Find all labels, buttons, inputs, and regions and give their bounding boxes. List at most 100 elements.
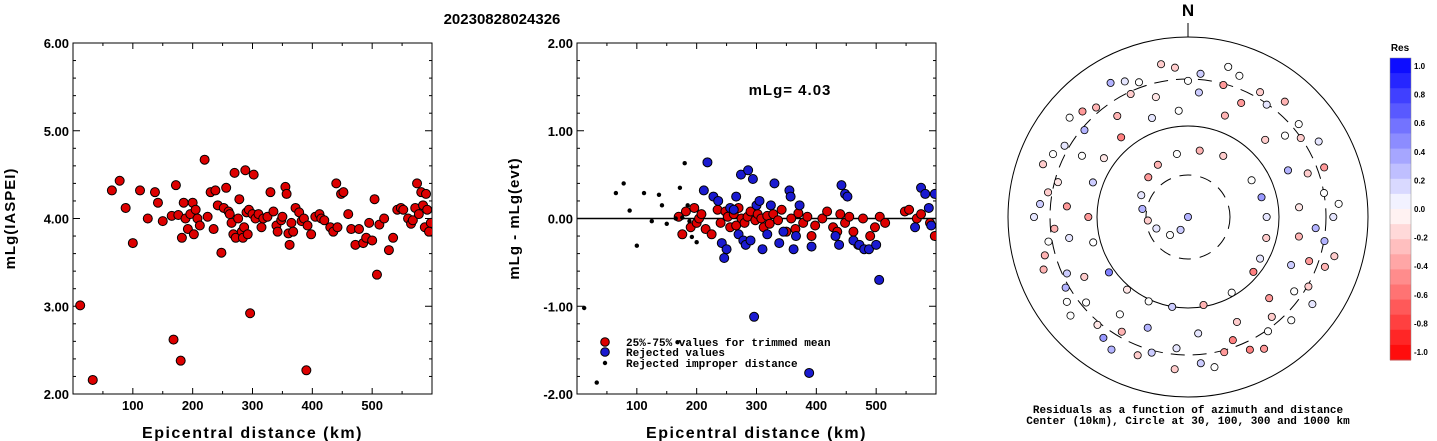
- colorbar-tick-label: -0.4: [1414, 262, 1428, 271]
- residual-point: [1144, 173, 1153, 182]
- colorbar-tick-label: -0.8: [1414, 319, 1428, 328]
- residual-point: [1249, 267, 1258, 276]
- rejected-point: [731, 191, 742, 202]
- residual-point: [1184, 212, 1193, 221]
- residual-point: [1172, 149, 1181, 158]
- residual-point: [1147, 348, 1156, 357]
- data-point: [413, 209, 424, 220]
- residual-point: [1053, 178, 1062, 187]
- rejected-point: [745, 235, 756, 246]
- rejected-point: [929, 188, 936, 199]
- trimmed-mean-point: [680, 206, 691, 217]
- rejected-point: [806, 241, 817, 252]
- colorbar-segment: [1390, 314, 1411, 331]
- colorbar-segment: [1390, 163, 1411, 180]
- improper-distance-point: [581, 305, 587, 311]
- data-point: [188, 229, 199, 240]
- residual-point: [1065, 113, 1074, 122]
- north-label: N: [1182, 1, 1194, 20]
- data-point: [367, 235, 378, 246]
- rejected-point: [785, 191, 796, 202]
- data-point: [168, 334, 179, 345]
- legend-marker: [600, 347, 610, 357]
- data-point: [127, 238, 138, 249]
- residual-point: [1280, 97, 1289, 106]
- colorbar-frame: [1389, 57, 1412, 361]
- data-point: [229, 167, 240, 178]
- residual-point: [1194, 329, 1203, 338]
- residual-point: [1138, 204, 1147, 213]
- rejected-point: [926, 220, 936, 231]
- residual-point: [1147, 113, 1156, 122]
- residual-point: [1120, 77, 1129, 86]
- colorbar-tick-label: 0.6: [1414, 119, 1426, 128]
- data-point: [152, 197, 163, 208]
- trimmed-mean-point: [858, 213, 869, 224]
- colorbar-tick-label: -0.2: [1414, 234, 1428, 243]
- rejected-point: [762, 229, 773, 240]
- residual-point: [1082, 298, 1091, 307]
- residual-point: [1078, 107, 1087, 116]
- residual-point: [1334, 199, 1343, 208]
- residual-point: [1126, 90, 1135, 99]
- rejected-point: [774, 238, 785, 249]
- x-tick-label: 300: [746, 398, 768, 413]
- residual-point: [1227, 288, 1236, 297]
- trimmed-mean-point: [929, 231, 936, 242]
- residual-point: [1062, 269, 1071, 278]
- residual-point: [1115, 310, 1124, 319]
- data-point: [157, 216, 168, 227]
- trimmed-mean-point: [810, 220, 821, 231]
- x-tick-label: 200: [686, 398, 708, 413]
- colorbar-segment: [1390, 193, 1411, 210]
- residual-point: [1143, 323, 1152, 332]
- y-tick-label: -2.00: [543, 387, 573, 402]
- trimmed-mean-point: [776, 204, 787, 215]
- colorbar-segment: [1390, 254, 1411, 270]
- colorbar-segment: [1390, 178, 1411, 195]
- data-point: [216, 247, 227, 258]
- data-point: [240, 165, 251, 176]
- residual-point: [1262, 100, 1271, 109]
- rejected-point: [920, 188, 931, 199]
- residual-point: [1065, 233, 1074, 242]
- data-point: [142, 213, 153, 224]
- residual-point: [1099, 154, 1108, 163]
- residual-point: [1257, 193, 1266, 202]
- x-tick-label: 300: [242, 398, 264, 413]
- residual-point: [1232, 317, 1241, 326]
- residual-point: [1280, 131, 1289, 140]
- colorbar-segment: [1390, 269, 1411, 285]
- residual-point: [1044, 237, 1053, 246]
- data-point: [354, 224, 365, 235]
- residual-point: [1262, 233, 1271, 242]
- data-point: [301, 365, 312, 376]
- residual-point: [1184, 76, 1193, 85]
- residual-point: [1172, 344, 1181, 353]
- residual-point: [1294, 120, 1303, 129]
- data-point: [369, 194, 380, 205]
- data-point: [288, 226, 299, 237]
- data-point: [379, 213, 390, 224]
- residual-point: [1099, 333, 1108, 342]
- caption-line1: Residuals as a function of azimuth and d…: [1033, 405, 1344, 417]
- residual-point: [1196, 359, 1205, 368]
- colorbar-tick-label: 0.2: [1414, 176, 1426, 185]
- data-point: [87, 374, 98, 385]
- trimmed-mean-point: [817, 213, 828, 224]
- data-point: [422, 204, 432, 215]
- residual-point: [1284, 166, 1293, 175]
- residual-point: [1228, 336, 1237, 345]
- improper-distance-point: [677, 185, 683, 190]
- data-point: [75, 300, 86, 311]
- residual-panel: 100 200 300 400 500 -2.00 -1.00 0.00 1.00 2.00 Epi…: [506, 36, 937, 441]
- residual-point: [1039, 265, 1048, 274]
- data-point: [281, 188, 292, 199]
- colorbar-tick-label: -0.6: [1414, 291, 1428, 300]
- improper-distance-point: [594, 380, 599, 385]
- rejected-point: [765, 200, 776, 211]
- residual-point: [1330, 252, 1339, 261]
- residual-point: [1196, 69, 1205, 78]
- data-point: [175, 355, 186, 366]
